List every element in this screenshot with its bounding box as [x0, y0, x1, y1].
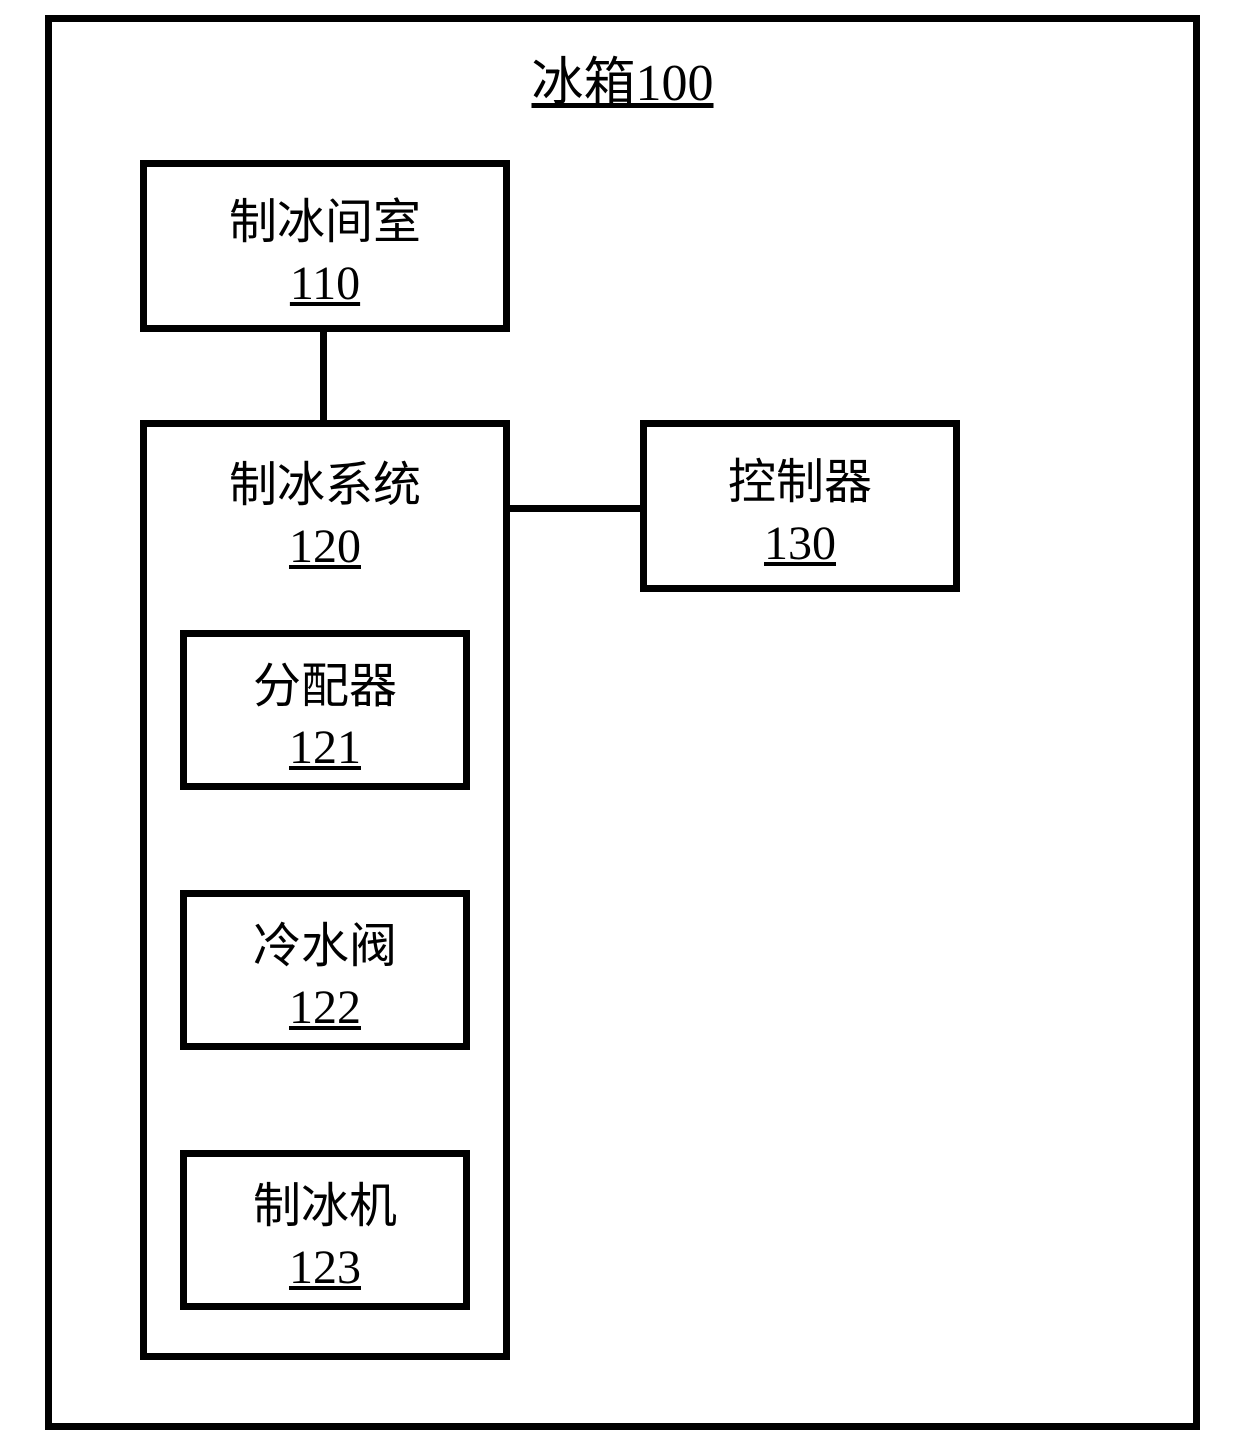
sub-block-ice-maker: 制冰机 123: [180, 1150, 470, 1310]
sub-block-water-valve-label: 冷水阀: [253, 906, 397, 976]
block-controller-number: 130: [764, 516, 836, 571]
sub-block-ice-maker-label: 制冰机: [253, 1166, 397, 1236]
sub-block-dispenser-label: 分配器: [253, 646, 397, 716]
block-ice-system-label: 制冰系统: [229, 445, 421, 515]
sub-block-dispenser-number: 121: [289, 720, 361, 775]
main-title: 冰箱100: [531, 40, 713, 115]
block-ice-room-number: 110: [290, 256, 360, 311]
connector-110-120: [320, 332, 327, 420]
sub-block-dispenser: 分配器 121: [180, 630, 470, 790]
connector-120-130: [510, 505, 640, 512]
block-ice-room-label: 制冰间室: [229, 182, 421, 252]
block-controller: 控制器 130: [640, 420, 960, 592]
sub-block-water-valve: 冷水阀 122: [180, 890, 470, 1050]
block-ice-room: 制冰间室 110: [140, 160, 510, 332]
sub-block-water-valve-number: 122: [289, 980, 361, 1035]
block-ice-system-number: 120: [289, 519, 361, 574]
block-controller-label: 控制器: [728, 442, 872, 512]
sub-block-ice-maker-number: 123: [289, 1240, 361, 1295]
